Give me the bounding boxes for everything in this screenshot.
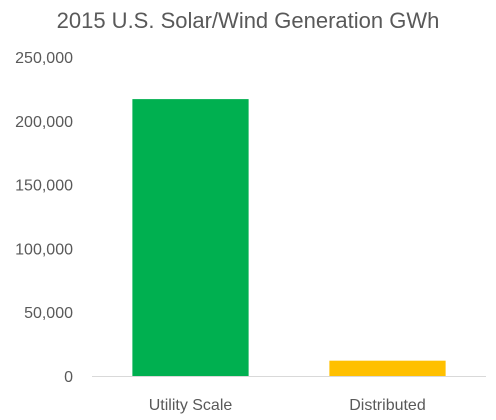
- y-tick-label: 200,000: [15, 114, 73, 131]
- x-axis-tick-labels: Utility Scale Distributed: [149, 397, 426, 414]
- y-axis-tick-labels: 0 50,000 100,000 150,000 200,000 250,000: [15, 50, 73, 386]
- y-tick-label: 0: [64, 369, 73, 386]
- y-tick-label: 100,000: [15, 241, 73, 258]
- y-tick-label: 250,000: [15, 50, 73, 67]
- chart-title: 2015 U.S. Solar/Wind Generation GWh: [56, 8, 440, 33]
- y-tick-label: 150,000: [15, 178, 73, 195]
- bar-distributed: [329, 360, 446, 376]
- x-tick-label: Utility Scale: [149, 397, 233, 414]
- x-tick-label: Distributed: [349, 397, 425, 414]
- bar-series: [132, 99, 446, 376]
- y-tick-label: 50,000: [24, 305, 73, 322]
- bar-utility-scale: [132, 99, 249, 376]
